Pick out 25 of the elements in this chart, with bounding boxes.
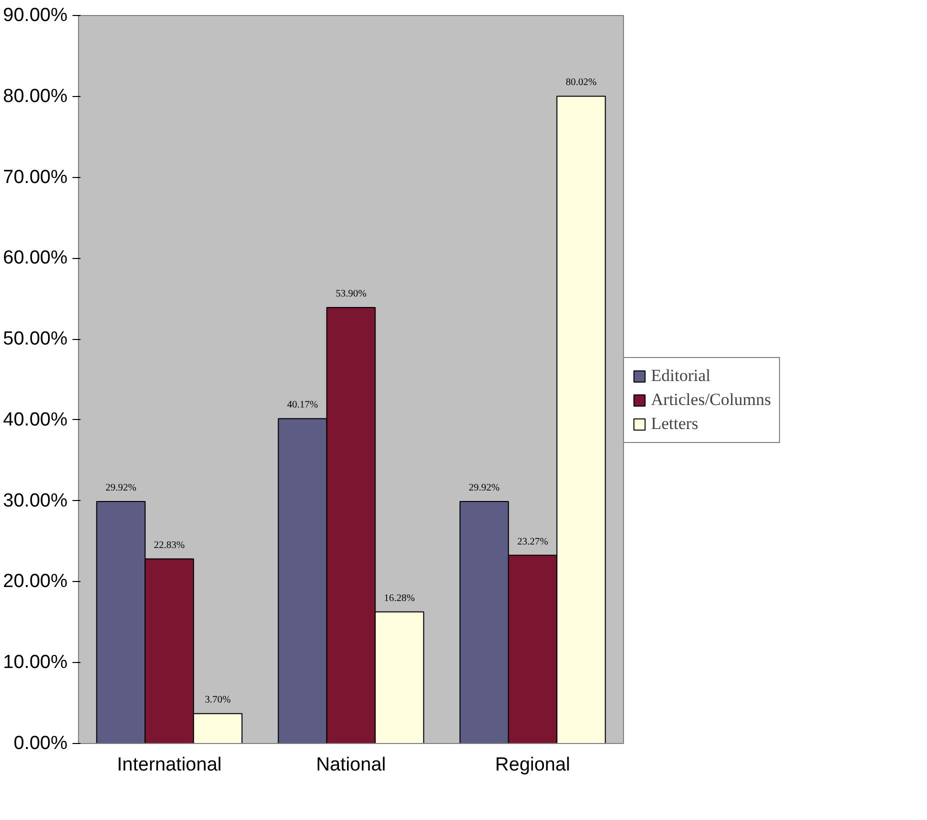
data-label: 23.27%: [517, 536, 548, 548]
x-tick-label: International: [117, 754, 222, 776]
y-tick-label: 20.00%: [3, 571, 68, 592]
y-tick-label: 60.00%: [3, 248, 68, 269]
data-label: 80.02%: [566, 77, 597, 88]
legend-label: Letters: [651, 414, 698, 434]
y-tick-label: 80.00%: [3, 86, 68, 107]
y-tick-label: 90.00%: [3, 5, 68, 26]
y-tick-label: 0.00%: [14, 733, 68, 754]
y-tick-label: 40.00%: [3, 409, 68, 430]
y-tick-label: 50.00%: [3, 328, 68, 350]
x-tick-label: National: [316, 754, 386, 776]
data-label: 29.92%: [468, 482, 500, 494]
data-label: 3.70%: [204, 694, 231, 706]
data-label: 16.28%: [384, 592, 415, 604]
y-tick-label: 70.00%: [3, 166, 68, 188]
data-label: 40.17%: [287, 400, 318, 411]
data-label: 22.83%: [154, 540, 185, 551]
y-tick-label: 30.00%: [3, 490, 68, 512]
data-label: 29.92%: [105, 482, 136, 494]
data-label: 53.90%: [336, 288, 366, 300]
legend-label: Editorial: [651, 366, 710, 386]
x-tick-label: Regional: [495, 754, 570, 776]
y-tick-label: 10.00%: [3, 652, 68, 674]
legend-label: Articles/Columns: [651, 390, 771, 410]
